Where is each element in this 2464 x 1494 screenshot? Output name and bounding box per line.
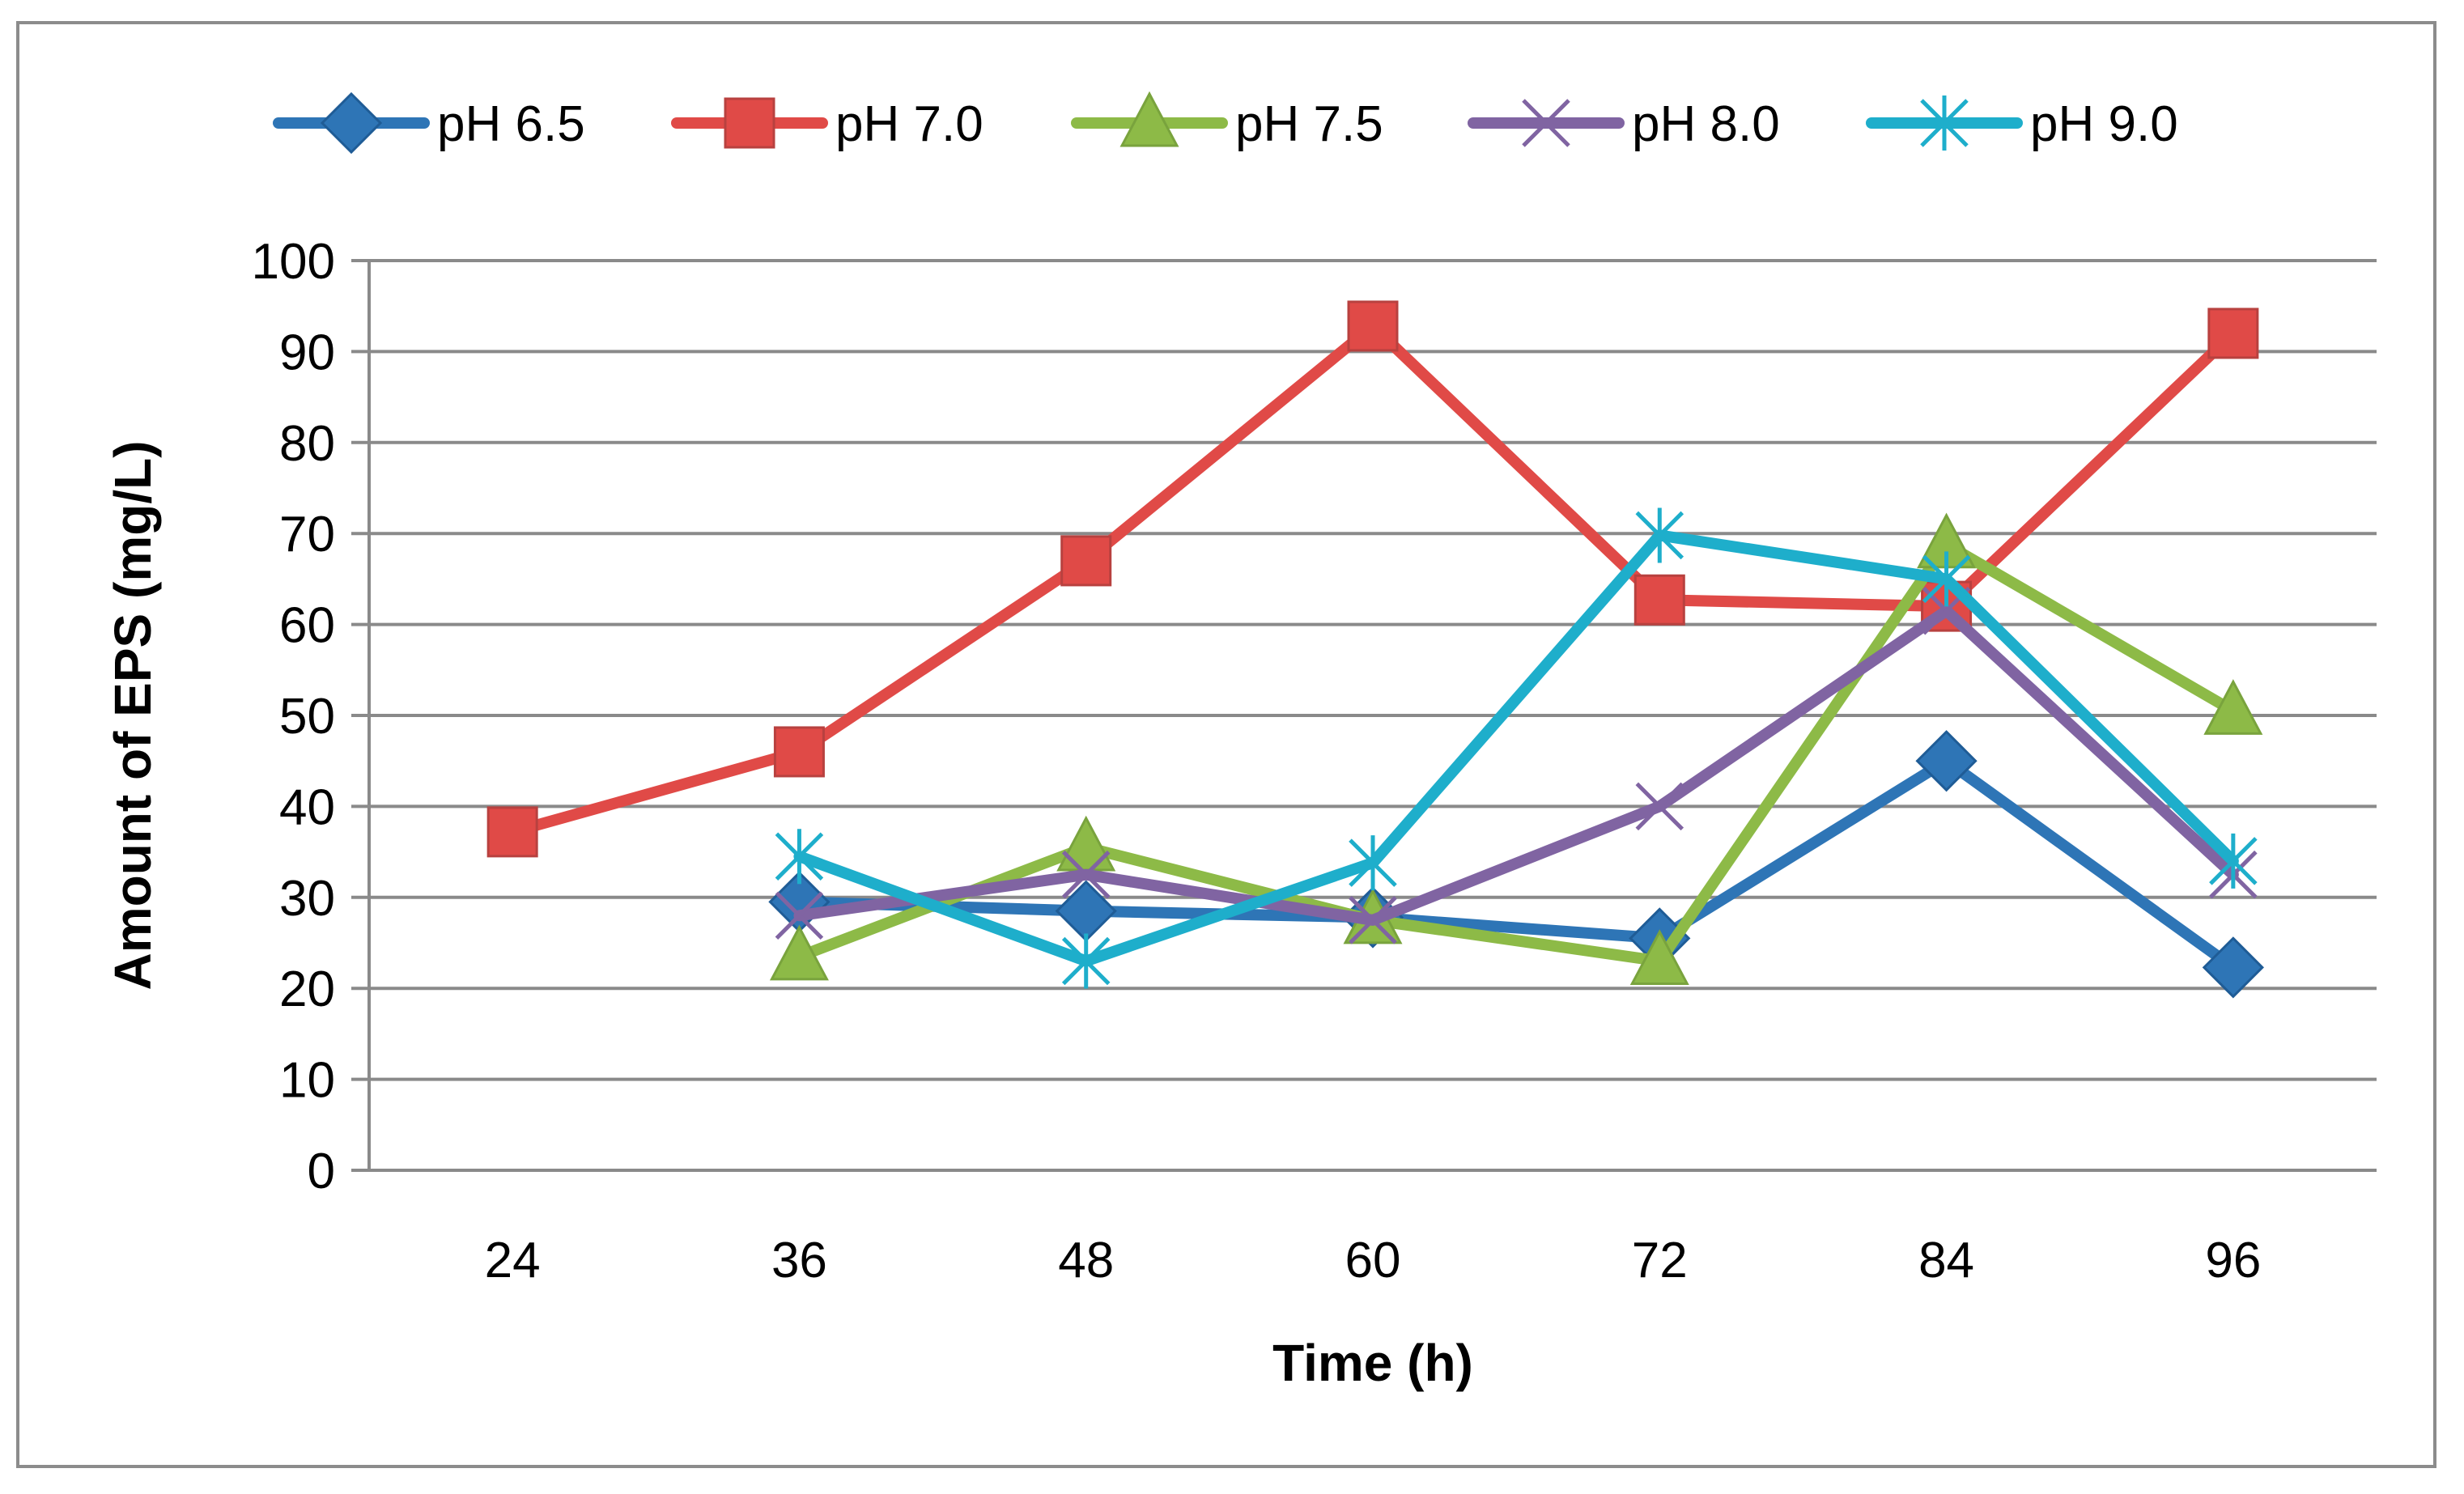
data-point <box>1635 507 1684 563</box>
y-tick-label: 30 <box>279 871 335 927</box>
x-tick-label: 24 <box>485 1233 541 1288</box>
legend-label: pH 9.0 <box>2030 96 2178 152</box>
data-point <box>1915 730 1978 792</box>
y-tick-label: 10 <box>279 1053 335 1109</box>
data-point <box>486 806 538 858</box>
legend-marker <box>1522 99 1570 147</box>
data-point <box>775 891 824 940</box>
data-point <box>1056 815 1116 872</box>
data-point <box>2207 308 2259 359</box>
data-point <box>2203 679 2263 735</box>
y-axis-title: Amount of EPS (mg/L) <box>104 440 162 990</box>
data-point <box>1061 933 1111 989</box>
data-point <box>2202 936 2264 999</box>
legend-label: pH 6.5 <box>437 96 585 152</box>
legend-label: pH 8.0 <box>1632 96 1780 152</box>
legend-entry: pH 9.0 <box>1866 95 2178 152</box>
legend-entry: pH 7.5 <box>1071 91 1383 152</box>
series-lines <box>486 300 2264 999</box>
legend-label: pH 7.5 <box>1235 96 1383 152</box>
y-tick-label: 80 <box>279 416 335 472</box>
data-point <box>1922 551 1971 607</box>
gridlines <box>369 259 2377 1081</box>
data-point <box>1060 535 1112 587</box>
x-tick-label: 84 <box>1918 1233 1974 1288</box>
data-point <box>1635 782 1684 831</box>
data-point <box>2209 833 2258 889</box>
legend-entry: pH 6.5 <box>273 91 585 155</box>
series-line <box>507 320 2239 838</box>
y-tick-label: 90 <box>279 325 335 380</box>
y-tick-label: 60 <box>279 598 335 654</box>
data-point <box>775 829 824 885</box>
series-line <box>793 605 2239 926</box>
x-axis-title: Time (h) <box>1272 1334 1473 1392</box>
y-axis-ticks: 0 10 20 30 40 50 60 70 80 90 100 <box>252 234 369 1199</box>
series-line <box>793 538 2239 967</box>
data-point <box>773 726 825 778</box>
legend-marker <box>1119 91 1179 147</box>
x-tick-label: 48 <box>1058 1233 1114 1288</box>
series-pH-7_5 <box>769 512 2263 985</box>
legend-label: pH 7.0 <box>835 96 983 152</box>
x-tick-label: 36 <box>771 1233 827 1288</box>
series-pH-7_0 <box>486 300 2259 858</box>
data-point <box>1055 880 1117 942</box>
y-tick-label: 100 <box>252 234 335 290</box>
x-tick-label: 72 <box>1632 1233 1688 1288</box>
legend-marker <box>320 91 383 155</box>
series-line <box>793 529 2239 967</box>
legend-entry: pH 7.0 <box>671 96 983 152</box>
y-tick-label: 0 <box>308 1144 335 1199</box>
x-axis-ticks: 24 36 48 60 72 84 96 <box>485 1233 2262 1288</box>
legend-entry: pH 8.0 <box>1468 96 1780 152</box>
y-tick-label: 50 <box>279 689 335 745</box>
data-point <box>1629 929 1689 985</box>
y-tick-label: 20 <box>279 961 335 1017</box>
data-point <box>1633 574 1685 626</box>
data-point <box>769 924 829 981</box>
series-line <box>793 755 2239 974</box>
legend-marker <box>724 97 775 149</box>
series-pH-9_0 <box>775 507 2258 989</box>
x-tick-label: 96 <box>2205 1233 2261 1288</box>
data-point <box>1349 835 1397 891</box>
data-point <box>1349 896 1397 944</box>
data-point <box>1061 850 1111 899</box>
y-tick-label: 40 <box>279 779 335 835</box>
legend-marker <box>1920 95 1969 151</box>
y-tick-label: 70 <box>279 507 335 562</box>
series-pH-8_0 <box>775 586 2258 944</box>
x-tick-label: 60 <box>1345 1233 1401 1288</box>
data-point <box>1347 300 1399 352</box>
legend: pH 6.5 pH 7.0 pH 7.5 pH 8.0 pH 9.0 <box>273 91 2178 155</box>
